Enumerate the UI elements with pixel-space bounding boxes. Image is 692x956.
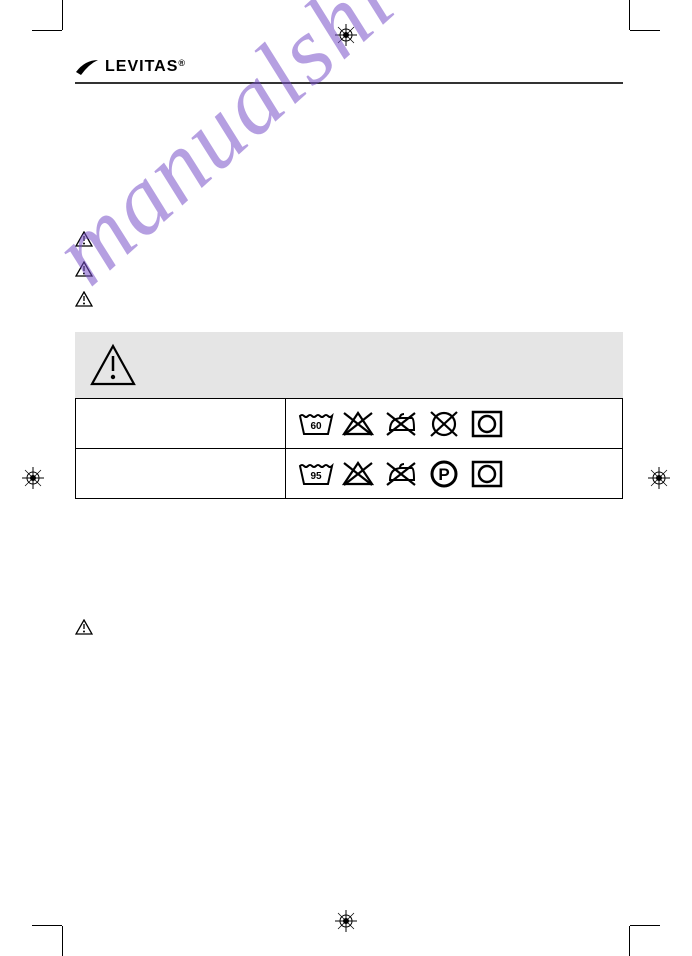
care-symbol xyxy=(382,458,420,490)
tumble-dry-icon xyxy=(468,458,506,490)
care-symbol-table: 60 95 P xyxy=(75,398,623,499)
registration-mark-icon xyxy=(22,467,44,489)
warning-list xyxy=(75,224,623,314)
table-cell-symbols: 60 xyxy=(286,399,623,449)
no-iron-icon xyxy=(382,458,420,490)
no-bleach-icon xyxy=(339,408,377,440)
crop-mark xyxy=(32,30,62,31)
crop-mark xyxy=(32,925,62,926)
no-dryclean-icon xyxy=(425,408,463,440)
wash-60-icon: 60 xyxy=(296,408,334,440)
brand-swoosh-icon xyxy=(75,58,99,76)
svg-text:95: 95 xyxy=(310,471,322,482)
content-area: LEVITAS® 60 xyxy=(75,58,623,725)
warning-triangle-icon xyxy=(75,261,93,277)
warning-item xyxy=(75,619,623,635)
care-symbol xyxy=(468,458,506,490)
table-cell-label xyxy=(76,449,286,499)
brand-name: LEVITAS® xyxy=(105,58,186,76)
care-symbol xyxy=(339,458,377,490)
symbol-row: 60 xyxy=(296,408,622,440)
brand-header: LEVITAS® xyxy=(75,58,623,76)
table-row: 60 xyxy=(76,399,623,449)
warning-item xyxy=(75,254,623,284)
svg-text:P: P xyxy=(438,465,449,484)
warning-triangle-icon xyxy=(75,231,93,247)
registration-mark-icon xyxy=(335,24,357,46)
registration-mark-icon xyxy=(335,910,357,932)
crop-mark xyxy=(629,0,630,30)
brand-text: LEVITAS xyxy=(105,58,178,75)
symbol-row: 95 P xyxy=(296,458,622,490)
crop-mark xyxy=(62,0,63,30)
crop-mark xyxy=(630,925,660,926)
care-symbol xyxy=(425,408,463,440)
page: LEVITAS® 60 xyxy=(0,0,692,956)
registration-mark-icon xyxy=(648,467,670,489)
care-symbol: 60 xyxy=(296,408,334,440)
table-row: 95 P xyxy=(76,449,623,499)
warning-triangle-icon xyxy=(75,619,93,635)
care-symbol xyxy=(382,408,420,440)
warning-triangle-large-icon xyxy=(89,343,137,387)
wash-95-icon: 95 xyxy=(296,458,334,490)
warning-item xyxy=(75,224,623,254)
warning-triangle-icon xyxy=(75,291,93,307)
no-bleach-icon xyxy=(339,458,377,490)
care-symbol: P xyxy=(425,458,463,490)
warning-item xyxy=(75,284,623,314)
table-cell-label xyxy=(76,399,286,449)
table-cell-symbols: 95 P xyxy=(286,449,623,499)
tumble-dry-icon xyxy=(468,408,506,440)
no-iron-icon xyxy=(382,408,420,440)
header-rule xyxy=(75,82,623,84)
crop-mark xyxy=(630,30,660,31)
dryclean-p-icon: P xyxy=(425,458,463,490)
warning-box xyxy=(75,332,623,398)
care-symbol: 95 xyxy=(296,458,334,490)
svg-text:60: 60 xyxy=(310,421,322,432)
care-symbol xyxy=(468,408,506,440)
crop-mark xyxy=(62,926,63,956)
brand-registered: ® xyxy=(178,58,186,68)
care-symbol xyxy=(339,408,377,440)
crop-mark xyxy=(629,926,630,956)
